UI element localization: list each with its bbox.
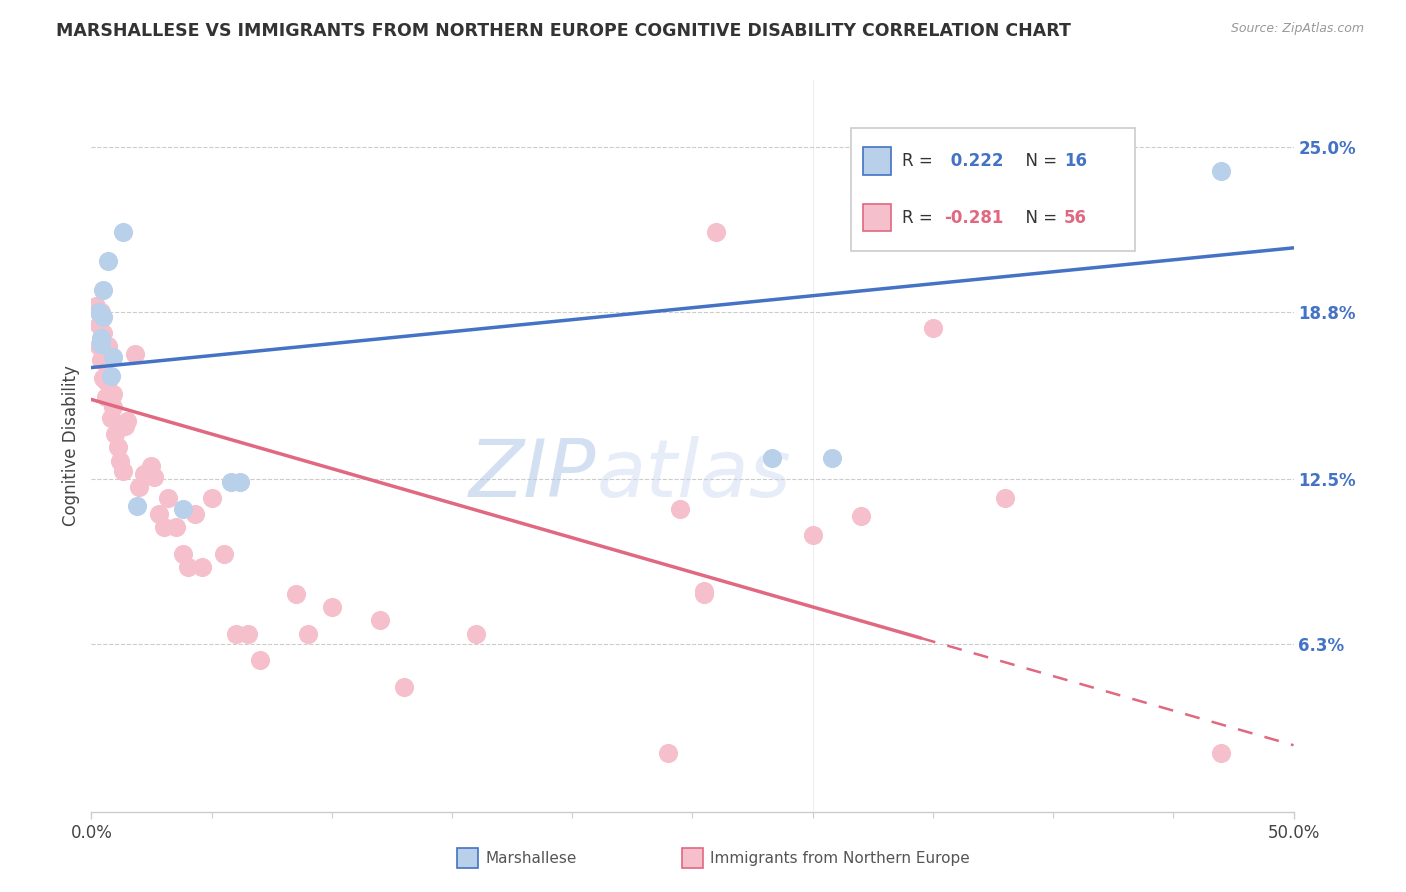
Y-axis label: Cognitive Disability: Cognitive Disability: [62, 366, 80, 526]
Point: [191, 560, 214, 574]
Point: [87, 304, 110, 318]
Point: [114, 419, 136, 434]
Point: [212, 547, 235, 561]
Point: [101, 401, 124, 415]
Point: [90, 304, 112, 318]
Point: [821, 450, 844, 465]
Point: [922, 320, 945, 334]
Point: [97, 374, 120, 388]
Point: [172, 501, 194, 516]
Point: [134, 467, 156, 481]
Point: [90, 336, 112, 351]
Text: Source: ZipAtlas.com: Source: ZipAtlas.com: [1230, 22, 1364, 36]
Point: [142, 469, 165, 483]
Point: [93, 326, 115, 340]
Point: [284, 586, 307, 600]
Text: Marshallese: Marshallese: [485, 851, 576, 865]
Point: [157, 491, 180, 505]
Text: N =: N =: [1015, 209, 1062, 227]
Point: [93, 310, 115, 324]
Point: [761, 450, 783, 465]
Point: [148, 507, 170, 521]
Point: [172, 547, 194, 561]
Point: [669, 501, 692, 516]
Text: R =: R =: [903, 209, 938, 227]
Point: [101, 350, 124, 364]
Text: N =: N =: [1015, 152, 1062, 170]
Point: [657, 746, 679, 760]
Point: [97, 339, 120, 353]
Point: [693, 586, 716, 600]
Point: [94, 390, 117, 404]
Point: [124, 347, 146, 361]
Point: [97, 254, 120, 268]
Point: [93, 371, 115, 385]
Text: MARSHALLESE VS IMMIGRANTS FROM NORTHERN EUROPE COGNITIVE DISABILITY CORRELATION : MARSHALLESE VS IMMIGRANTS FROM NORTHERN …: [56, 22, 1071, 40]
Point: [229, 475, 252, 489]
Point: [111, 225, 134, 239]
Point: [249, 653, 271, 667]
Point: [236, 626, 259, 640]
Point: [693, 584, 716, 599]
Point: [368, 613, 391, 627]
Point: [152, 520, 174, 534]
Point: [225, 626, 247, 640]
Point: [297, 626, 319, 640]
Text: 0.222: 0.222: [945, 152, 1002, 170]
Text: atlas: atlas: [596, 436, 792, 515]
Point: [110, 453, 132, 467]
Point: [87, 318, 110, 332]
Point: [87, 339, 110, 353]
Point: [184, 507, 207, 521]
Text: R =: R =: [903, 152, 938, 170]
Text: Immigrants from Northern Europe: Immigrants from Northern Europe: [710, 851, 970, 865]
Point: [165, 520, 187, 534]
Point: [93, 344, 115, 359]
Point: [117, 414, 139, 428]
Point: [392, 680, 415, 694]
Point: [849, 509, 872, 524]
Point: [176, 560, 198, 574]
Point: [100, 368, 122, 383]
Point: [104, 427, 127, 442]
Point: [101, 387, 124, 401]
Point: [465, 626, 488, 640]
Point: [994, 491, 1017, 505]
Point: [125, 499, 148, 513]
Text: 56: 56: [1064, 209, 1087, 227]
Point: [111, 464, 134, 478]
Point: [90, 331, 112, 345]
Point: [321, 599, 343, 614]
Point: [1211, 746, 1233, 760]
Point: [219, 475, 242, 489]
Point: [107, 440, 129, 454]
Point: [90, 352, 112, 367]
Point: [128, 480, 150, 494]
Point: [100, 387, 122, 401]
Text: ZIP: ZIP: [470, 436, 596, 515]
Point: [1211, 163, 1233, 178]
Point: [706, 225, 728, 239]
Point: [93, 284, 115, 298]
Point: [100, 411, 122, 425]
Point: [801, 528, 824, 542]
Text: 16: 16: [1064, 152, 1087, 170]
Point: [94, 374, 117, 388]
Point: [141, 458, 163, 473]
Point: [201, 491, 224, 505]
Point: [84, 299, 107, 313]
Text: -0.281: -0.281: [945, 209, 1004, 227]
